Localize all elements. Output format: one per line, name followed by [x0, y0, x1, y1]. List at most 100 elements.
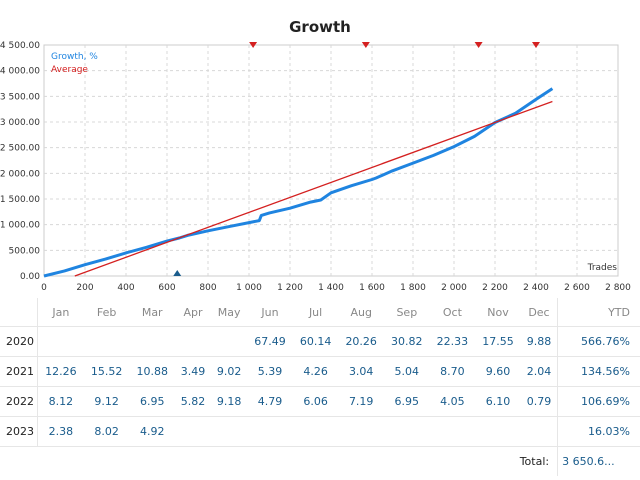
- top-event-marker: [361, 42, 370, 48]
- monthly-returns-table: Jan Feb Mar Apr May Jun Jul Aug Sep Oct Nov Dec YTD …: [0, 298, 640, 476]
- y-tick-label: 2 500.00: [0, 144, 40, 154]
- year-cell: 2023: [0, 416, 38, 447]
- y-tick-label: 1 000.00: [0, 221, 40, 231]
- growth-series-line: [43, 87, 554, 278]
- month-value-cell: [211, 326, 248, 357]
- month-header: Jul: [308, 305, 323, 319]
- month-value-cell: 7.19: [338, 386, 384, 417]
- x-tick-label: 1 000: [236, 283, 262, 293]
- chart-series: [43, 87, 554, 278]
- x-tick-label: 0: [41, 283, 47, 293]
- x-tick-label: 2 400: [523, 283, 549, 293]
- month-header: May: [217, 305, 241, 319]
- month-value-cell: 8.02: [83, 416, 130, 447]
- month-value-cell: 67.49: [247, 326, 293, 357]
- month-value-cell: [292, 416, 339, 447]
- month-value-cell: 5.04: [384, 356, 430, 387]
- x-tick-label: 1 600: [359, 283, 385, 293]
- total-value: 3 650.6...: [557, 446, 640, 476]
- month-value-cell: 30.82: [384, 326, 430, 357]
- month-value-cell: [429, 416, 476, 447]
- month-header: Jun: [261, 305, 279, 319]
- x-tick-label: 1 400: [318, 283, 344, 293]
- year-cell: 2021: [0, 356, 38, 387]
- x-tick-label: 2 000: [441, 283, 467, 293]
- month-value-cell: 15.52: [83, 356, 130, 387]
- month-value-cell: [475, 416, 521, 447]
- month-value-cell: 6.95: [384, 386, 430, 417]
- month-value-cell: 8.70: [429, 356, 476, 387]
- month-value-cell: 4.05: [429, 386, 476, 417]
- month-value-cell: 2.38: [37, 416, 84, 447]
- month-value-cell: 0.79: [520, 386, 558, 417]
- x-tick-label: 2 600: [564, 283, 590, 293]
- month-value-cell: 20.26: [338, 326, 384, 357]
- month-value-cell: 9.88: [520, 326, 558, 357]
- chart-axes: 0.00 500.00 1 000.00 1 500.00 2 000.00 2 500.…: [0, 41, 631, 293]
- month-value-cell: [129, 326, 176, 357]
- month-value-cell: 22.33: [429, 326, 476, 357]
- total-label: Total:: [0, 446, 558, 476]
- table-row: 2020 67.49 60.14 20.26 30.82 22.33 17.55 9.88 56…: [0, 326, 640, 357]
- month-value-cell: 9.02: [211, 356, 248, 387]
- month-header: Jan: [52, 305, 70, 319]
- month-value-cell: [247, 416, 293, 447]
- month-header: Apr: [183, 305, 203, 319]
- month-value-cell: 8.12: [37, 386, 84, 417]
- month-value-cell: 4.26: [292, 356, 339, 387]
- ytd-value-cell: 134.56%: [557, 356, 640, 387]
- month-value-cell: 9.18: [211, 386, 248, 417]
- ytd-value-cell: 566.76%: [557, 326, 640, 357]
- year-cell: 2022: [0, 386, 38, 417]
- chart-markers: [173, 42, 540, 276]
- month-value-cell: 6.06: [292, 386, 339, 417]
- table-header-row: Jan Feb Mar Apr May Jun Jul Aug Sep Oct Nov Dec YTD: [0, 298, 640, 327]
- month-value-cell: 6.10: [475, 386, 521, 417]
- month-value-cell: 10.88: [129, 356, 176, 387]
- month-value-cell: [83, 326, 130, 357]
- y-tick-label: 4 500.00: [0, 41, 40, 51]
- y-tick-label: 3 500.00: [0, 92, 40, 102]
- y-tick-label: 0.00: [20, 272, 40, 282]
- ytd-header: YTD: [557, 298, 640, 327]
- month-value-cell: [338, 416, 384, 447]
- month-value-cell: [384, 416, 430, 447]
- y-tick-label: 3 000.00: [0, 118, 40, 128]
- legend-entry: Average: [51, 65, 88, 75]
- month-value-cell: 9.12: [83, 386, 130, 417]
- month-value-cell: [520, 416, 558, 447]
- month-value-cell: 5.39: [247, 356, 293, 387]
- month-value-cell: 5.82: [175, 386, 212, 417]
- month-value-cell: 2.04: [520, 356, 558, 387]
- month-value-cell: 60.14: [292, 326, 339, 357]
- month-value-cell: 12.26: [37, 356, 84, 387]
- top-event-marker: [249, 42, 258, 48]
- year-cell: 2020: [0, 326, 38, 357]
- table-body: 2020 67.49 60.14 20.26 30.82 22.33 17.55 9.88 56…: [0, 326, 640, 476]
- table-row: 2021 12.26 15.52 10.88 3.49 9.02 5.39 4.26 3.04 5…: [0, 356, 640, 387]
- x-tick-label: 2 200: [482, 283, 508, 293]
- y-tick-label: 500.00: [9, 246, 41, 256]
- x-tick-label: 200: [76, 283, 93, 293]
- chart-grid: [43, 44, 619, 277]
- month-header: Feb: [96, 305, 117, 319]
- table-row: 2023 2.38 8.02 4.92 16.03%: [0, 416, 640, 447]
- x-tick-label: 1 200: [277, 283, 303, 293]
- legend-entry: Growth, %: [51, 52, 98, 62]
- x-tick-label: 600: [158, 283, 175, 293]
- x-tick-label: 400: [117, 283, 134, 293]
- top-event-marker: [532, 42, 540, 48]
- month-value-cell: 3.04: [338, 356, 384, 387]
- bottom-event-marker: [173, 270, 182, 276]
- month-header: Dec: [528, 305, 550, 319]
- y-tick-label: 1 500.00: [0, 195, 40, 205]
- month-value-cell: 6.95: [129, 386, 176, 417]
- y-tick-label: 4 000.00: [0, 67, 40, 77]
- year-header-cell: [0, 298, 38, 327]
- month-value-cell: 4.79: [247, 386, 293, 417]
- top-event-marker: [474, 42, 483, 48]
- month-header: Nov: [487, 305, 509, 319]
- x-tick-label: 1 800: [400, 283, 426, 293]
- growth-chart: 0.00 500.00 1 000.00 1 500.00 2 000.00 2 500.…: [0, 41, 631, 293]
- month-header: Aug: [350, 305, 372, 319]
